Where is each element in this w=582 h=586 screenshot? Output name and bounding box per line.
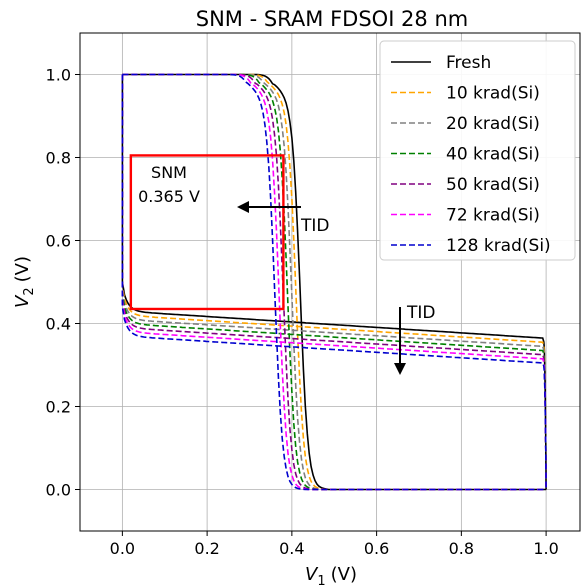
legend-box (379, 40, 576, 261)
x-axis-label: V1 (V) (305, 564, 357, 586)
legend-items: Fresh 10 krad(Si) 20 krad(Si) 40 krad(Si) 50… (391, 53, 551, 256)
y-axis-ticks: 0.0 0.2 0.4 0.6 0.8 1.0 (46, 66, 80, 500)
tid-left-label: TID (300, 216, 330, 236)
y-tick-label: 0.4 (46, 315, 71, 334)
tid-down-label: TID (406, 303, 436, 323)
snm-label: SNM (151, 163, 187, 182)
legend-label: 10 krad(Si) (446, 84, 540, 104)
y-tick-label: 0.0 (46, 481, 71, 500)
series-line-mirror (121, 74, 547, 490)
curves (121, 73, 547, 491)
series-line-mirror (121, 74, 547, 490)
y-axis-label: V2(V) (12, 256, 37, 308)
series-line-mirror (121, 74, 547, 490)
chart-title: SNM - SRAM FDSOI 28 nm (196, 7, 468, 31)
legend-label: 72 krad(Si) (446, 206, 540, 226)
legend-label: 50 krad(Si) (446, 175, 540, 195)
x-tick-label: 1.0 (533, 539, 558, 558)
y-tick-label: 0.8 (46, 149, 71, 168)
y-tick-label: 0.6 (46, 232, 71, 251)
snm-value: 0.365 V (138, 187, 200, 206)
legend-label: 128 krad(Si) (446, 236, 551, 256)
x-tick-label: 0.6 (364, 539, 389, 558)
series-line-mirror (121, 74, 547, 490)
x-tick-label: 0.0 (110, 539, 135, 558)
legend-label: 20 krad(Si) (446, 114, 540, 134)
tid-arrow-left (237, 201, 301, 213)
tid-arrow-down (394, 307, 406, 375)
plot-frame (79, 32, 581, 532)
series-line-mirror (121, 74, 547, 490)
x-axis-ticks: 0.0 0.2 0.4 0.6 0.8 1.0 (110, 531, 559, 558)
series-line (122, 73, 547, 491)
x-tick-label: 0.2 (194, 539, 219, 558)
legend-label: Fresh (446, 53, 491, 73)
series-128-krad-si- (121, 73, 547, 491)
x-tick-label: 0.4 (279, 539, 304, 558)
legend-label: 40 krad(Si) (446, 145, 540, 165)
y-tick-label: 0.2 (46, 398, 71, 417)
snm-box (129, 154, 285, 311)
x-tick-label: 0.8 (449, 539, 474, 558)
series-line-mirror (121, 74, 547, 490)
y-tick-label: 1.0 (46, 66, 71, 85)
series-line-mirror (121, 74, 547, 490)
legend: Fresh 10 krad(Si) 20 krad(Si) 40 krad(Si) 50… (379, 40, 576, 261)
